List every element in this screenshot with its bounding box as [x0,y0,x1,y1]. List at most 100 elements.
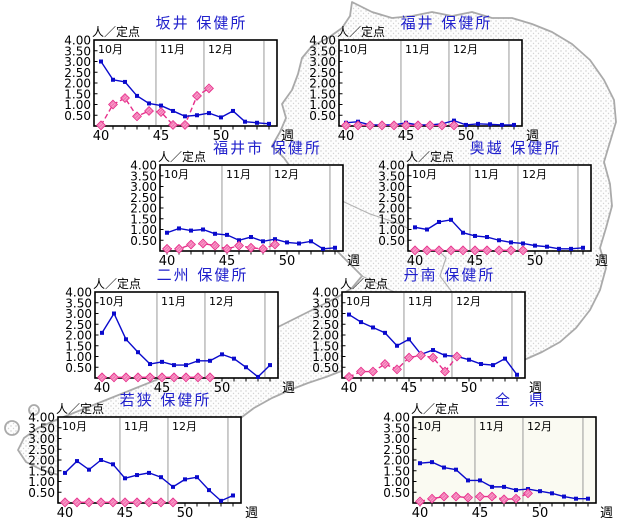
series-pink-marker [494,245,504,256]
x-tick-label: 45 [117,506,134,520]
series-blue-marker [244,365,248,370]
series-pink-marker [389,120,399,131]
chart-title: 福井市 保健所 [213,139,322,157]
x-tick-label: 45 [398,129,415,144]
y-tick-label: 2.50 [130,191,157,205]
series-blue-marker [430,460,434,465]
y-tick-label: 3.00 [309,55,336,69]
series-pink-marker [475,491,485,502]
plot-area [338,39,523,127]
series-blue-marker [297,241,301,246]
x-axis-week-label: 週 [245,506,258,520]
chart-title: 丹南 保健所 [404,266,496,284]
y-tick-label: 4.00 [383,411,410,425]
month-label: 10月 [164,168,189,181]
y-tick-label: 1.50 [378,212,405,226]
x-tick-label: 50 [461,381,478,396]
month-label: 10月 [417,420,442,433]
series-pink-marker [97,372,107,383]
series-blue-marker [225,232,229,237]
series-blue-marker [512,122,516,127]
y-tick-label: 4.00 [130,159,157,173]
series-pink-marker [425,120,435,131]
chart-nishu-hokensho: 二州 保健所 人／定点 10月 11月 12月 4.00 3.50 3.00 2.50 2.00 1… [64,264,304,396]
series-pink-marker [174,243,184,254]
series-blue-marker [497,238,501,243]
series-blue-marker [359,320,363,325]
x-axis-week-label: 週 [281,129,294,144]
series-blue-marker [503,356,507,361]
x-axis-week-label: 週 [347,254,360,269]
month-label: 12月 [209,295,234,308]
series-pink-marker [72,497,82,508]
chart-zenken: 全 県人／定点 10月 11月 12月 4.00 3.50 3.00 2.50 2.00 1.50… [382,389,620,520]
series-pink-marker [470,245,480,256]
x-tick-label: 40 [412,506,429,520]
y-axis-unit-label: 人／定点 [406,149,454,164]
series-blue-marker [160,359,164,364]
series-pink-marker [416,350,426,361]
x-axis-week-label: 週 [529,381,542,396]
x-tick-label: 40 [159,254,176,269]
series-blue-marker [557,246,561,251]
y-tick-label: 2.00 [309,77,336,91]
series-pink-marker [193,372,203,383]
series-blue-marker [135,93,139,98]
y-tick-label: 3.00 [378,180,405,194]
month-label: 10月 [346,295,371,308]
series-blue-marker [123,79,127,84]
series-pink-marker [523,488,533,499]
series-pink-marker [133,372,143,383]
series-pink-marker [108,99,118,110]
y-tick-label: 4.00 [312,286,339,300]
y-tick-label: 0.50 [378,234,405,248]
series-blue-marker [171,108,175,113]
series-blue-marker [172,363,176,368]
series-blue-marker [159,475,163,480]
x-tick-label: 50 [214,381,231,396]
series-blue-marker [195,475,199,480]
y-tick-label: 3.50 [383,421,410,435]
series-blue-marker [425,227,429,232]
series-blue-marker [333,245,337,250]
month-label: 11月 [124,420,149,433]
y-tick-label: 1.50 [65,339,92,353]
month-label: 11月 [160,43,185,56]
series-blue-marker [123,476,127,481]
y-tick-label: 1.00 [312,350,339,364]
y-tick-label: 1.00 [65,350,92,364]
series-blue-marker [509,240,513,245]
month-label: 11月 [161,295,186,308]
series-pink-line [419,492,529,503]
chart-title: 坂井 保健所 [156,14,248,32]
series-blue-marker [111,462,115,467]
y-tick-label: 3.00 [65,307,92,321]
series-pink-marker [353,120,363,131]
series-blue-marker [449,217,453,222]
series-pink-marker [440,366,450,377]
series-pink-marker [198,238,208,249]
series-blue-marker [478,478,482,483]
series-blue-marker [256,374,260,379]
y-tick-label: 3.50 [64,44,91,58]
series-blue-marker [437,219,441,224]
series-pink-marker [145,372,155,383]
series-blue-marker [545,244,549,249]
series-blue-marker [184,363,188,368]
y-axis-unit-label: 人／定点 [340,276,388,291]
series-pink-marker [446,245,456,256]
series-blue-marker [533,243,537,248]
y-tick-label: 1.00 [130,223,157,237]
series-pink-marker [169,372,179,383]
series-blue-marker [208,358,212,363]
series-blue-marker [586,496,590,501]
series-pink-line [167,242,276,250]
x-axis-week-label: 週 [526,129,539,144]
month-label: 12月 [456,295,481,308]
series-blue-marker [99,59,103,64]
y-axis-unit-label: 人／定点 [92,24,140,39]
series-blue-marker [99,458,103,462]
series-pink-marker [96,497,106,508]
series-pink-marker [181,372,191,383]
